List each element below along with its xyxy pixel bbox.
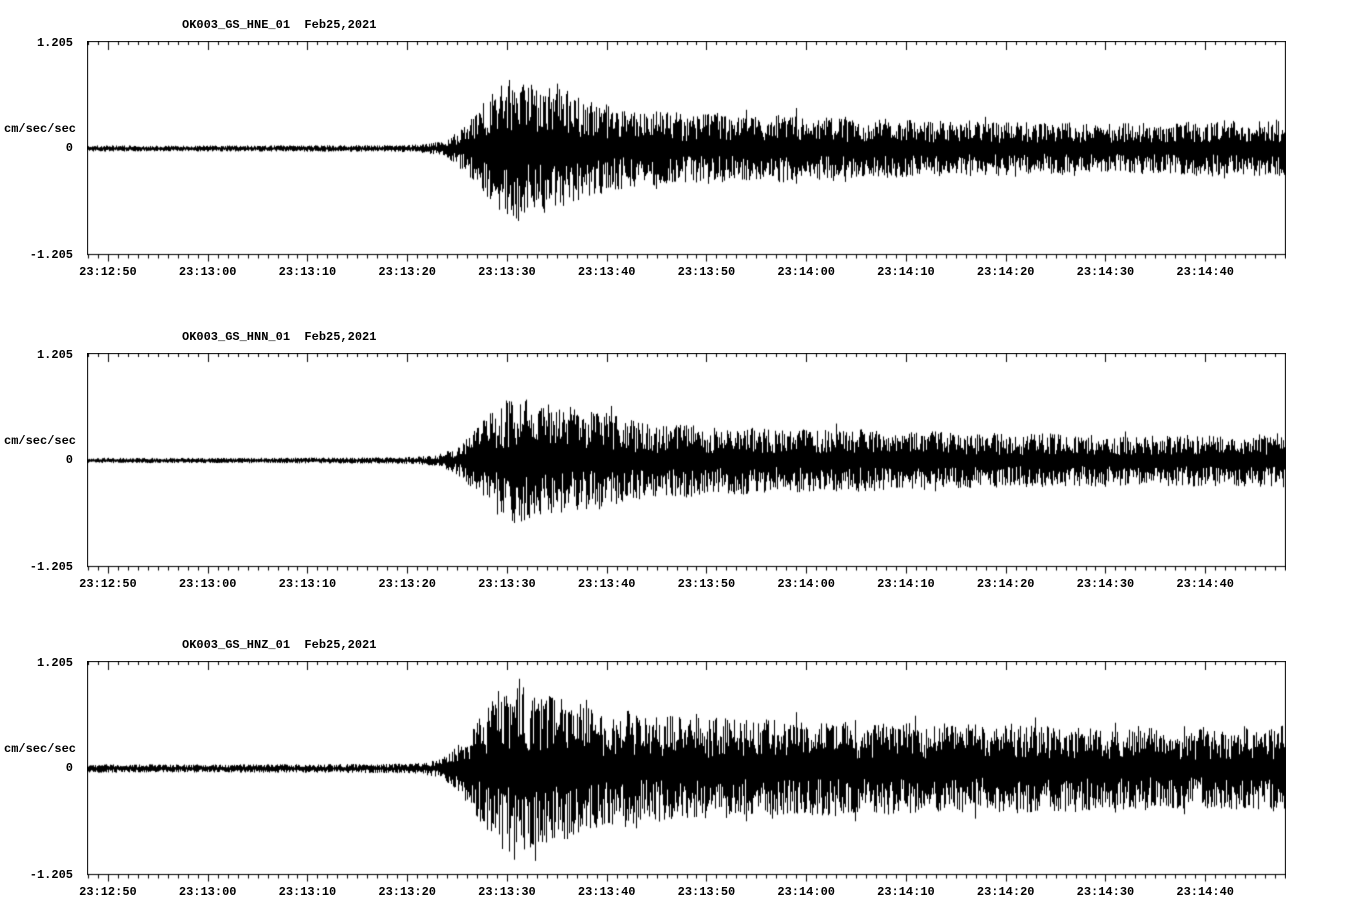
seismogram-panel-hne: OK003_GS_HNE_01 Feb25,2021 1.205 cm/sec/… xyxy=(0,12,1358,302)
x-tick-label: 23:13:50 xyxy=(677,265,736,279)
y-tick-label-max: 1.205 xyxy=(36,36,73,50)
seismogram-panel-hnn: OK003_GS_HNN_01 Feb25,2021 1.205 cm/sec/… xyxy=(0,324,1358,614)
x-tick-label: 23:14:20 xyxy=(976,265,1035,279)
x-tick-label: 23:13:50 xyxy=(677,577,736,591)
y-tick-label-max: 1.205 xyxy=(36,656,73,670)
x-tick-label: 23:14:30 xyxy=(1076,265,1135,279)
x-tick-label: 23:13:00 xyxy=(178,265,237,279)
x-tick-label: 23:14:10 xyxy=(877,577,935,591)
x-tick-label: 23:13:40 xyxy=(577,577,636,591)
seismogram-canvas xyxy=(87,41,1286,263)
seismogram-canvas xyxy=(87,661,1286,883)
x-tick-label: 23:13:30 xyxy=(478,885,536,899)
x-tick-label: 23:13:40 xyxy=(577,885,636,899)
x-tick-label: 23:12:50 xyxy=(79,577,137,591)
x-axis-labels: 23:12:50 23:13:00 23:13:10 23:13:20 23:13:30… xyxy=(0,885,1358,901)
x-tick-label: 23:13:10 xyxy=(278,577,337,591)
y-tick-label-min: -1.205 xyxy=(29,560,73,574)
x-tick-label: 23:14:10 xyxy=(877,265,935,279)
x-tick-label: 23:14:00 xyxy=(777,265,835,279)
x-tick-label: 23:14:00 xyxy=(777,885,835,899)
x-tick-label: 23:13:20 xyxy=(378,265,436,279)
x-tick-label: 23:13:30 xyxy=(478,265,536,279)
x-tick-label: 23:14:20 xyxy=(976,885,1035,899)
x-tick-label: 23:14:20 xyxy=(976,577,1035,591)
x-tick-label: 23:14:00 xyxy=(777,577,835,591)
x-axis-labels: 23:12:50 23:13:00 23:13:10 23:13:20 23:13:30… xyxy=(0,265,1358,281)
x-tick-label: 23:14:10 xyxy=(877,885,935,899)
trace-title: OK003_GS_HNN_01 Feb25,2021 xyxy=(182,330,377,344)
x-tick-label: 23:13:20 xyxy=(378,577,436,591)
x-axis-labels: 23:12:50 23:13:00 23:13:10 23:13:20 23:13:30… xyxy=(0,577,1358,593)
y-axis-units-label: cm/sec/sec xyxy=(4,434,77,448)
y-tick-label-zero: 0 xyxy=(65,761,73,775)
x-tick-label: 23:14:30 xyxy=(1076,885,1135,899)
x-tick-label: 23:13:10 xyxy=(278,265,337,279)
x-tick-label: 23:14:40 xyxy=(1176,577,1234,591)
x-tick-label: 23:12:50 xyxy=(79,265,137,279)
seismogram-panel-hnz: OK003_GS_HNZ_01 Feb25,2021 1.205 cm/sec/… xyxy=(0,632,1358,922)
y-tick-label-min: -1.205 xyxy=(29,248,73,262)
y-tick-label-zero: 0 xyxy=(65,453,73,467)
x-tick-label: 23:13:50 xyxy=(677,885,736,899)
y-axis-units-label: cm/sec/sec xyxy=(4,742,77,756)
y-axis-units-label: cm/sec/sec xyxy=(4,122,77,136)
x-tick-label: 23:14:30 xyxy=(1076,577,1135,591)
x-tick-label: 23:13:20 xyxy=(378,885,436,899)
x-tick-label: 23:14:40 xyxy=(1176,885,1234,899)
y-tick-label-max: 1.205 xyxy=(36,348,73,362)
trace-title: OK003_GS_HNE_01 Feb25,2021 xyxy=(182,18,377,32)
y-tick-label-min: -1.205 xyxy=(29,868,73,882)
y-tick-label-zero: 0 xyxy=(65,141,73,155)
x-tick-label: 23:13:00 xyxy=(178,885,237,899)
trace-title: OK003_GS_HNZ_01 Feb25,2021 xyxy=(182,638,377,652)
x-tick-label: 23:13:00 xyxy=(178,577,237,591)
x-tick-label: 23:13:30 xyxy=(478,577,536,591)
x-tick-label: 23:13:10 xyxy=(278,885,337,899)
x-tick-label: 23:12:50 xyxy=(79,885,137,899)
x-tick-label: 23:13:40 xyxy=(577,265,636,279)
seismogram-canvas xyxy=(87,353,1286,575)
x-tick-label: 23:14:40 xyxy=(1176,265,1234,279)
